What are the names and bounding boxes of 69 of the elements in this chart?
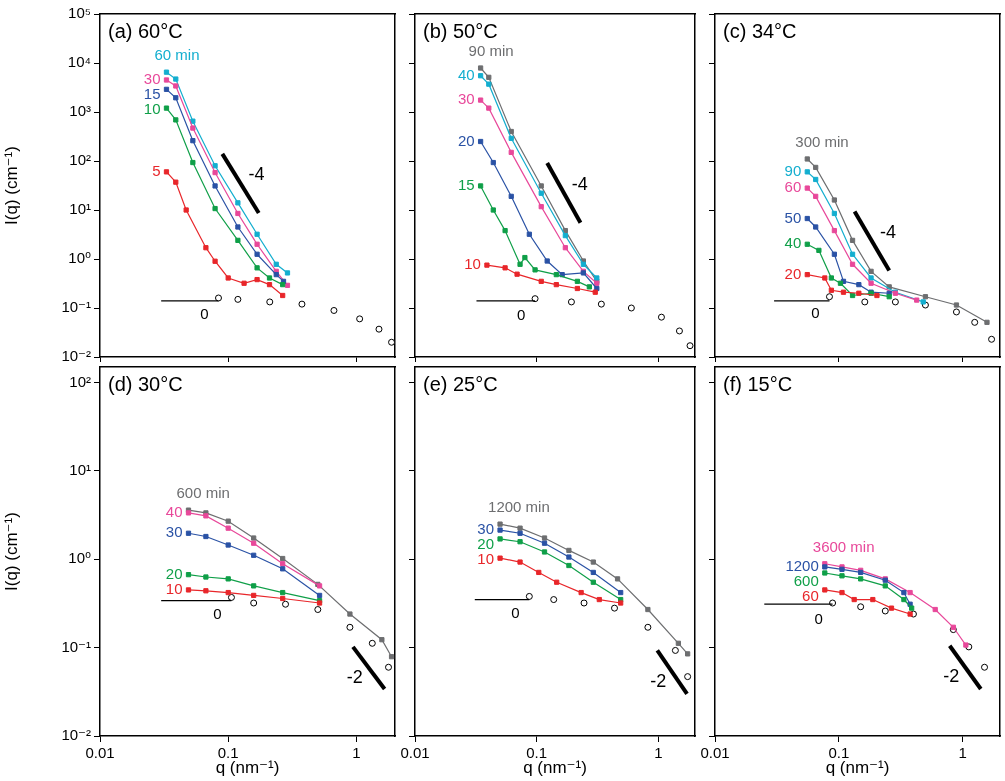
chart-title: (c) 34°C	[723, 19, 797, 42]
y-axis-title: I(q) (cm⁻¹)	[1, 146, 21, 225]
x-tick-label: 1	[352, 744, 361, 762]
chart-title: (a) 60°C	[108, 19, 183, 42]
series-label: 10	[165, 580, 183, 598]
y-axis-title: I(q) (cm⁻¹)	[1, 512, 21, 591]
series-label: 10	[143, 100, 161, 118]
series-label: 60 min	[154, 46, 200, 64]
series-label: 20	[457, 131, 475, 149]
annotation: -2	[943, 666, 960, 687]
series-label: 0	[511, 603, 520, 621]
series-label: 40	[784, 234, 802, 252]
annotation: -4	[879, 222, 896, 243]
series-label: 60	[802, 587, 819, 605]
x-tick-label: 1	[958, 744, 967, 762]
series-label: 0	[213, 604, 222, 622]
series-label: 0	[811, 303, 820, 321]
y-tick-label: 10⁻²	[61, 347, 91, 365]
y-tick-label: 10¹	[69, 200, 91, 218]
series-label: 1200	[785, 557, 819, 575]
annotation: -4	[248, 164, 265, 185]
series-label: 30	[165, 523, 183, 541]
series-label: 10	[464, 255, 481, 273]
series-label: 0	[814, 610, 823, 628]
y-tick-label: 10⁵	[68, 4, 91, 22]
series-label: 5	[152, 162, 161, 180]
y-tick-label: 10¹	[69, 461, 91, 479]
x-tick-label: 0.01	[700, 744, 730, 762]
series-label: 600	[793, 572, 819, 590]
series-label: 10	[477, 550, 495, 568]
chart-title: (f) 15°C	[723, 372, 793, 395]
y-tick-label: 10⁻¹	[61, 298, 91, 316]
annotation: -2	[650, 671, 667, 692]
series-label: 300 min	[795, 133, 849, 151]
x-tick-label: 0.01	[400, 744, 430, 762]
chart-title: (e) 25°C	[423, 372, 498, 395]
x-tick-label: 0.01	[85, 744, 115, 762]
series-label: 0	[200, 305, 209, 323]
series-label: 20	[477, 535, 495, 553]
series-label: 3600 min	[812, 537, 875, 555]
series-label: 40	[165, 503, 183, 521]
y-tick-label: 10³	[69, 102, 91, 120]
series-label: 15	[457, 176, 475, 194]
chart-title: (b) 50°C	[423, 19, 498, 42]
series-label: 20	[165, 564, 183, 582]
series-label: 40	[457, 65, 475, 83]
x-tick-label: 1	[654, 744, 663, 762]
series-label: 20	[784, 264, 802, 282]
y-tick-label: 10⁻²	[61, 726, 91, 744]
series-label: 1200 min	[488, 498, 550, 516]
series-label: 0	[516, 305, 526, 323]
series-label: 30	[457, 90, 475, 108]
y-tick-label: 10⁰	[68, 549, 91, 567]
series-label: 50	[784, 208, 802, 226]
series-label: 60	[784, 178, 802, 196]
series-label: 30	[477, 520, 495, 538]
series-label: 600 min	[176, 484, 230, 502]
series-label: 30	[143, 70, 161, 88]
annotation: -2	[346, 666, 363, 687]
y-tick-label: 10²	[69, 372, 91, 390]
series-label: 90 min	[468, 42, 514, 60]
annotation: -4	[571, 173, 588, 194]
series-label: 90	[784, 162, 802, 180]
y-tick-label: 10⁴	[67, 53, 91, 71]
chart-title: (d) 30°C	[108, 372, 183, 395]
y-tick-label: 10²	[69, 151, 91, 169]
y-tick-label: 10⁻¹	[61, 637, 91, 655]
y-tick-label: 10⁰	[68, 249, 91, 267]
series-label: 15	[143, 85, 161, 103]
